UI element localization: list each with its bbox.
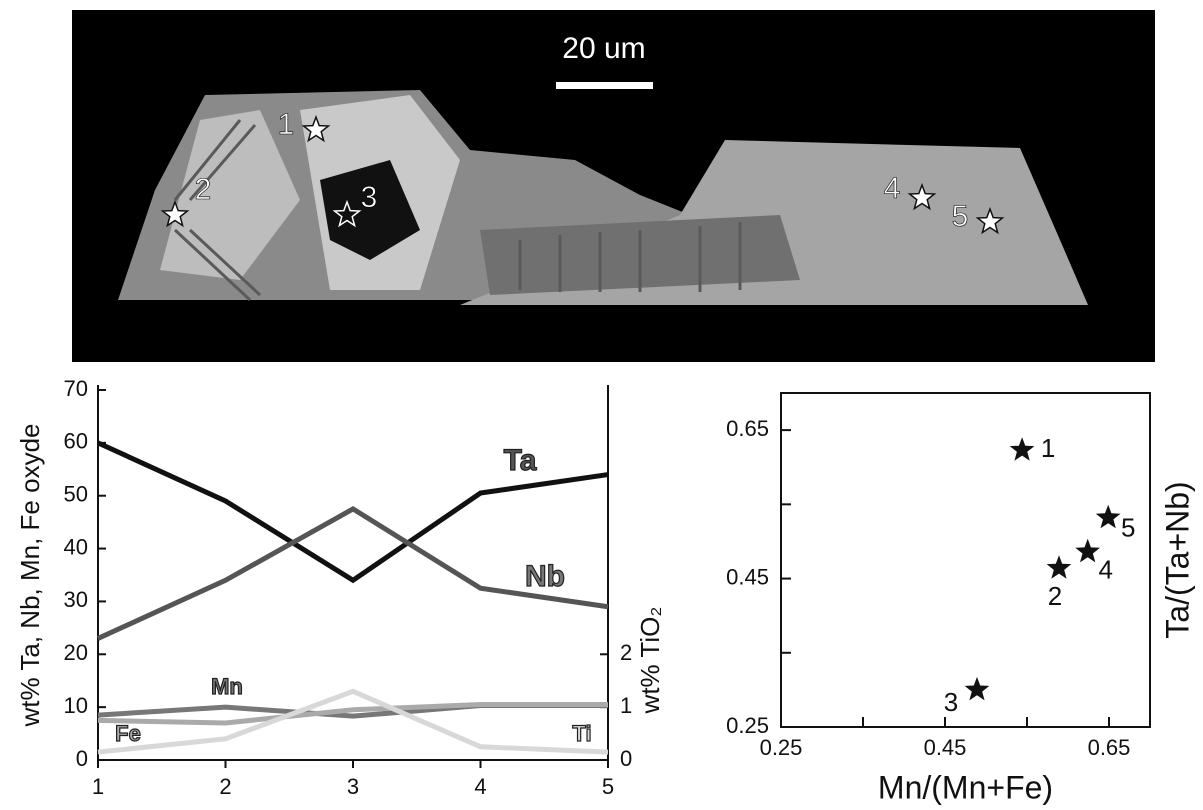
point xyxy=(964,676,990,701)
x-tick-label: 2 xyxy=(219,774,231,799)
scale-bar xyxy=(556,82,653,89)
point-label: 5 xyxy=(952,200,969,233)
series-line xyxy=(96,440,609,584)
point xyxy=(1046,555,1072,579)
y2-axis-title: wt% TiO₂ xyxy=(635,607,665,715)
point-marker xyxy=(301,114,331,143)
point xyxy=(1009,437,1035,461)
y-tick-label: 0.25 xyxy=(726,713,769,738)
y2-tick-label: 1 xyxy=(620,693,632,718)
point xyxy=(1095,504,1121,529)
point-label: 3 xyxy=(944,687,958,717)
zoning xyxy=(173,119,742,302)
y2-tick-label: 2 xyxy=(620,640,632,665)
series-line xyxy=(96,506,609,641)
plot-frame xyxy=(780,392,1151,728)
pore xyxy=(320,160,420,260)
y-tick-label: 70 xyxy=(64,376,88,401)
point-label: 5 xyxy=(1121,513,1135,543)
y-tick-label: 40 xyxy=(64,534,88,559)
x-tick-label: 3 xyxy=(347,774,359,799)
x-tick-label: 1 xyxy=(92,774,104,799)
y-tick-label: 0.45 xyxy=(726,564,769,589)
x-tick-label: 4 xyxy=(474,774,486,799)
y2-tick-label: 0 xyxy=(620,746,632,771)
point-label: 3 xyxy=(361,181,378,214)
series-line xyxy=(97,702,608,726)
point-label: 4 xyxy=(884,172,901,205)
x-tick-label: 0.45 xyxy=(924,735,967,760)
y-tick-label: 20 xyxy=(64,640,88,665)
x-tick-label: 0.65 xyxy=(1088,735,1131,760)
series-label: Fe xyxy=(115,721,141,746)
y-tick-label: 0 xyxy=(76,746,88,771)
series-label: Ta xyxy=(504,444,537,477)
point-label: 1 xyxy=(1041,433,1055,463)
point-label: 2 xyxy=(195,173,212,206)
y-tick-label: 50 xyxy=(64,482,88,507)
y-tick-label: 0.65 xyxy=(726,416,769,441)
point-marker xyxy=(332,199,362,228)
point-label: 4 xyxy=(1098,555,1112,585)
zone xyxy=(160,110,300,280)
series-line xyxy=(97,688,609,755)
point-marker xyxy=(907,182,937,211)
y-axis-title: Ta/(Ta+Nb) xyxy=(1159,481,1195,638)
point-marker xyxy=(975,206,1005,235)
series-label: Mn xyxy=(211,674,243,699)
point xyxy=(1075,538,1100,563)
x-tick-label: 5 xyxy=(602,774,614,799)
series-label: Ti xyxy=(572,721,591,746)
scale-bar-label: 20 um xyxy=(562,32,645,65)
y-tick-label: 10 xyxy=(64,693,88,718)
micrograph: 20 um xyxy=(72,10,1155,362)
y-tick-label: 60 xyxy=(64,429,88,454)
y-axis-title: wt% Ta, Nb, Mn, Fe oxyde xyxy=(15,424,45,728)
x-tick-label: 0.25 xyxy=(760,735,803,760)
point-marker xyxy=(160,199,190,228)
y-tick-label: 30 xyxy=(64,587,88,612)
point-label: 1 xyxy=(278,108,295,141)
point-label: 2 xyxy=(1048,581,1062,611)
series-label: Nb xyxy=(525,560,565,593)
x-axis-title: Mn/(Mn+Fe) xyxy=(878,769,1053,805)
